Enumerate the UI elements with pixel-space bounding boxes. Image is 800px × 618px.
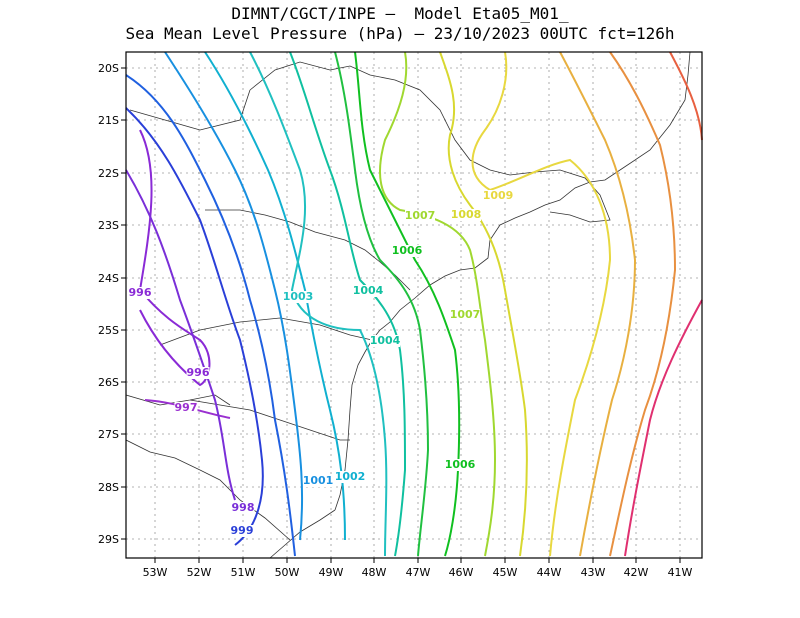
isobar-line bbox=[164, 51, 304, 541]
contour-label-bg bbox=[303, 475, 333, 487]
contour-label-bg bbox=[335, 471, 365, 483]
lat-tick-label: 25S bbox=[98, 324, 119, 337]
isobar-line bbox=[204, 51, 346, 541]
coastline bbox=[125, 51, 691, 559]
lon-tick-label: 42W bbox=[624, 566, 649, 579]
contour-label: 997 bbox=[175, 401, 198, 414]
isobar-line bbox=[559, 51, 637, 557]
lat-tick-label: 21S bbox=[98, 114, 119, 127]
contour-label-bg bbox=[483, 190, 513, 202]
contour-label: 996 bbox=[129, 286, 152, 299]
contour-label-bg bbox=[174, 402, 198, 414]
lat-tick-label: 20S bbox=[98, 62, 119, 75]
border-ms bbox=[129, 89, 251, 131]
contour-label: 1001 bbox=[303, 474, 334, 487]
lon-tick-label: 45W bbox=[493, 566, 518, 579]
lat-tick-label: 24S bbox=[98, 272, 119, 285]
contour-label-bg bbox=[405, 210, 435, 222]
contour-labels: 996 996 997 998 999 1001 1002 1003 1004 1004 1006 1… bbox=[128, 189, 514, 537]
lon-tick-label: 47W bbox=[406, 566, 431, 579]
lon-tick-label: 44W bbox=[537, 566, 562, 579]
contour-label-bg bbox=[450, 309, 480, 321]
contour-label-bg bbox=[445, 459, 475, 471]
contour-label: 1008 bbox=[451, 208, 482, 221]
contour-label-bg bbox=[231, 502, 255, 514]
contour-label: 999 bbox=[231, 524, 254, 537]
map-frame bbox=[125, 51, 703, 559]
axis-ticks: 20S 21S 22S 23S 24S 25S 26S 27S 28S 29S 53W 52W 51W 5… bbox=[98, 62, 693, 579]
contour-label-bg bbox=[186, 367, 210, 379]
isobar-line bbox=[289, 51, 407, 557]
isobar-line bbox=[609, 51, 677, 557]
lon-tick-label: 46W bbox=[449, 566, 474, 579]
lon-tick-label: 48W bbox=[362, 566, 387, 579]
lon-tick-label: 52W bbox=[187, 566, 212, 579]
border-argentina bbox=[125, 394, 231, 406]
lat-tick-label: 26S bbox=[98, 376, 119, 389]
isobar-line bbox=[354, 51, 461, 557]
border-sc-pr bbox=[159, 317, 373, 346]
isobar-line bbox=[439, 51, 528, 557]
contour-label: 1007 bbox=[405, 209, 436, 222]
contour-label: 1007 bbox=[450, 308, 481, 321]
border-sp-mg bbox=[249, 61, 536, 176]
contour-label: 998 bbox=[232, 501, 255, 514]
contour-label: 1004 bbox=[370, 334, 401, 347]
contour-label-bg bbox=[451, 209, 481, 221]
contour-label: 1006 bbox=[445, 458, 476, 471]
contour-label: 1006 bbox=[392, 244, 423, 257]
map-title: DIMNT/CGCT/INPE – Model Eta05_M01_ bbox=[231, 4, 569, 23]
lon-tick-label: 49W bbox=[319, 566, 344, 579]
isobar-line bbox=[138, 129, 211, 387]
lat-tick-label: 23S bbox=[98, 219, 119, 232]
contour-label: 996 bbox=[187, 366, 210, 379]
lon-tick-label: 51W bbox=[231, 566, 256, 579]
isobar-contours bbox=[125, 51, 703, 557]
map-subtitle: Sea Mean Level Pressure (hPa) – 23/10/20… bbox=[125, 24, 675, 43]
isobar-line bbox=[125, 169, 236, 501]
isobar-line bbox=[471, 51, 612, 557]
isobar-line bbox=[125, 74, 296, 557]
lat-tick-label: 22S bbox=[98, 167, 119, 180]
contour-label-bg bbox=[353, 285, 383, 297]
isobar-line bbox=[249, 51, 388, 557]
lon-tick-label: 53W bbox=[143, 566, 168, 579]
border-rs-sc bbox=[189, 399, 350, 441]
isobar-line bbox=[669, 51, 703, 141]
isobar-line bbox=[379, 51, 497, 557]
isobar-line bbox=[334, 51, 430, 557]
contour-label-bg bbox=[283, 291, 313, 303]
border-uruguay bbox=[125, 439, 291, 541]
isobar-line bbox=[125, 107, 264, 546]
contour-label: 1004 bbox=[353, 284, 384, 297]
contour-label-bg bbox=[230, 525, 254, 537]
lat-tick-label: 27S bbox=[98, 428, 119, 441]
contour-label: 1002 bbox=[335, 470, 366, 483]
lat-tick-label: 29S bbox=[98, 533, 119, 546]
lon-tick-label: 50W bbox=[275, 566, 300, 579]
contour-label: 1003 bbox=[283, 290, 314, 303]
contour-label: 1009 bbox=[483, 189, 514, 202]
lon-tick-label: 43W bbox=[581, 566, 606, 579]
contour-label-bg bbox=[392, 245, 422, 257]
contour-label-bg bbox=[128, 287, 152, 299]
border-rj bbox=[534, 169, 611, 223]
lon-tick-label: 41W bbox=[668, 566, 693, 579]
isobar-line bbox=[624, 299, 703, 557]
contour-label-bg bbox=[370, 335, 400, 347]
lat-tick-label: 28S bbox=[98, 481, 119, 494]
